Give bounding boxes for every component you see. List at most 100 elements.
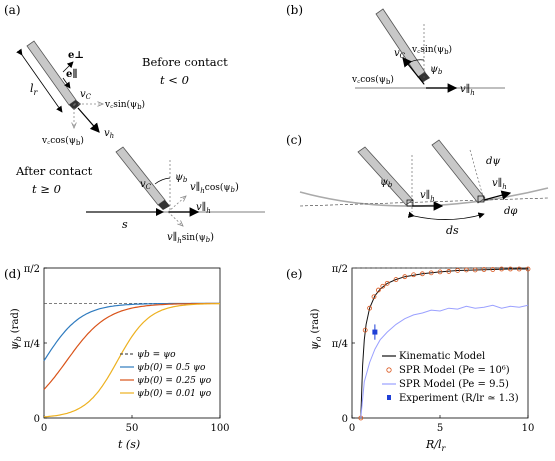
legend-label: SPR Model (Pe = 10⁶) — [399, 365, 510, 376]
vh-par-cos-arrow — [167, 196, 186, 213]
legend-e: Kinematic Model SPR Model (Pe = 10⁶) SPR M… — [382, 351, 519, 404]
series-e — [352, 266, 531, 421]
spr-pe-high-point — [455, 268, 461, 273]
panel-e: (e) π/2 π/4 00 5 10 ψo(rad) R/lr Kinematic M… — [286, 264, 534, 453]
x-tick-label: 5 — [437, 423, 443, 434]
panel-e-label: (e) — [286, 267, 302, 281]
spr-pe-high-point — [371, 294, 377, 300]
xlabel-d: t (s) — [118, 438, 140, 451]
legend-d: ψb = ψo ψb(0) = 0.5 ψo ψb(0) = 0.25 ψo ψb(0… — [120, 350, 212, 399]
vc-sin-label-b: v꜀sin(ψb) — [411, 44, 452, 56]
before-contact-time: t < 0 — [160, 73, 189, 87]
vh-par-label-b: v∥h — [460, 83, 475, 97]
psi-b-label-c: ψb — [380, 177, 393, 189]
spr-pe-high-point — [384, 280, 390, 286]
x-tick-label: 50 — [126, 423, 139, 434]
spr-pe-high-point — [481, 267, 487, 272]
legend-swatch — [386, 367, 392, 373]
rod-c-1 — [357, 146, 414, 206]
legend-label: ψb(0) = 0.01 ψo — [137, 388, 212, 399]
after-contact-text: After contact — [15, 164, 93, 178]
panel-b-label: (b) — [286, 3, 303, 17]
rod-after-contact — [115, 146, 170, 210]
vc-label-after: vC — [140, 179, 152, 191]
x-tick-label: 10 — [522, 423, 535, 434]
panel-c: (c) ψb v∥h dψ v∥h dφ ds — [286, 133, 549, 237]
rod-c-2 — [431, 139, 486, 204]
legend-label: Kinematic Model — [399, 351, 485, 362]
experiment-point — [372, 329, 378, 335]
vc-label-a: vC — [80, 89, 92, 101]
spr-pe-high-point — [380, 283, 386, 289]
spr-pe-high-point — [411, 272, 417, 278]
vc-label-b: vC — [394, 48, 406, 60]
psi-arc-a — [154, 177, 171, 185]
axis-ticks-d: π/2 π/4 00 50 100 — [24, 264, 230, 434]
panel-c-label: (c) — [286, 133, 302, 147]
y-tick-label: 0 — [342, 414, 348, 425]
panel-b: (b) vC v꜀sin(ψb) ψb v꜀cos(ψb) v∥h — [286, 3, 505, 97]
series-line-e-2 — [360, 304, 529, 419]
legend-label: ψb = ψo — [137, 350, 176, 360]
lr-label: lr — [30, 82, 39, 97]
xlabel-e: R/lr — [425, 438, 447, 453]
legend-label: ψb(0) = 0.5 ψo — [137, 362, 206, 373]
rod-b — [375, 8, 426, 78]
spr-pe-high-point — [402, 274, 408, 280]
vh-arrow-a — [77, 107, 100, 133]
panel-d: (d) π/2 π/4 00 50 100 ψb(rad) t (s) ψb = ψo ψ… — [4, 264, 230, 451]
spr-pe-high-point — [446, 269, 452, 274]
vh-label-after: v∥h — [196, 201, 211, 215]
vh-par-sin-arrow — [167, 211, 183, 226]
spr-pe-high-point — [367, 305, 373, 311]
e-perp-arrow — [62, 61, 74, 73]
ylabel-e: ψo(rad) — [308, 308, 323, 350]
dpsi-label: dψ — [486, 156, 500, 167]
vc-cos-label: v꜀cos(ψb) — [41, 135, 84, 147]
ylabel-d: ψb(rad) — [8, 308, 23, 350]
before-contact-text: Before contact — [142, 55, 228, 69]
series-line-1 — [43, 302, 220, 362]
y-tick-label: π/4 — [332, 339, 348, 350]
series-d — [43, 302, 220, 418]
spr-pe-high-point — [437, 269, 443, 275]
x-tick-label: 0 — [349, 423, 355, 434]
spr-pe-high-point — [490, 267, 496, 272]
vh-par-arrow-c2 — [483, 190, 512, 201]
dphi-label: dφ — [504, 206, 517, 217]
x-tick-label: 0 — [41, 423, 47, 434]
panel-a: (a) lr e⊥ e∥ vC v꜀sin(ψb) v꜀cos(ψb) vh B… — [4, 3, 265, 245]
ds-label: ds — [446, 224, 459, 237]
y-tick-label: 0 — [34, 414, 40, 425]
spr-pe-high-point — [362, 327, 368, 333]
ds-arrow — [407, 211, 485, 220]
x-tick-label: 100 — [210, 423, 229, 434]
vc-cos-label-b: v꜀cos(ψb) — [351, 74, 394, 86]
vh-label-a: vh — [104, 128, 114, 140]
y-tick-label: π/2 — [332, 264, 348, 275]
spr-pe-high-point — [516, 266, 522, 272]
axis-ticks-e: π/2 π/4 00 5 10 — [332, 264, 535, 434]
s-label: s — [122, 218, 128, 231]
legend-label: Experiment (R/lr ≃ 1.3) — [399, 393, 519, 404]
y-tick-label: π/4 — [24, 339, 40, 350]
series-line-e-0 — [360, 268, 528, 419]
legend-label: SPR Model (Pe = 9.5) — [399, 379, 509, 390]
after-contact-time: t ≥ 0 — [32, 182, 61, 196]
spr-pe-high-point — [499, 266, 505, 272]
spr-pe-high-point — [428, 270, 434, 276]
spr-pe-high-point — [463, 267, 469, 273]
legend-swatch — [387, 395, 391, 400]
spr-pe-high-point — [393, 277, 399, 282]
vc-sin-label: v꜀sin(ψb) — [104, 99, 145, 111]
panel-d-label: (d) — [4, 267, 21, 281]
y-tick-label: π/2 — [24, 264, 40, 275]
vh-par-sin-label: v∥hsin(ψb) — [167, 231, 214, 245]
vh-par-label-c1: v∥h — [420, 189, 435, 203]
e-par-arrow — [62, 77, 71, 89]
spr-pe-high-point — [375, 287, 381, 293]
series-line-3 — [43, 303, 220, 418]
spr-pe-high-point — [525, 266, 531, 272]
spr-pe-high-point — [472, 267, 478, 273]
